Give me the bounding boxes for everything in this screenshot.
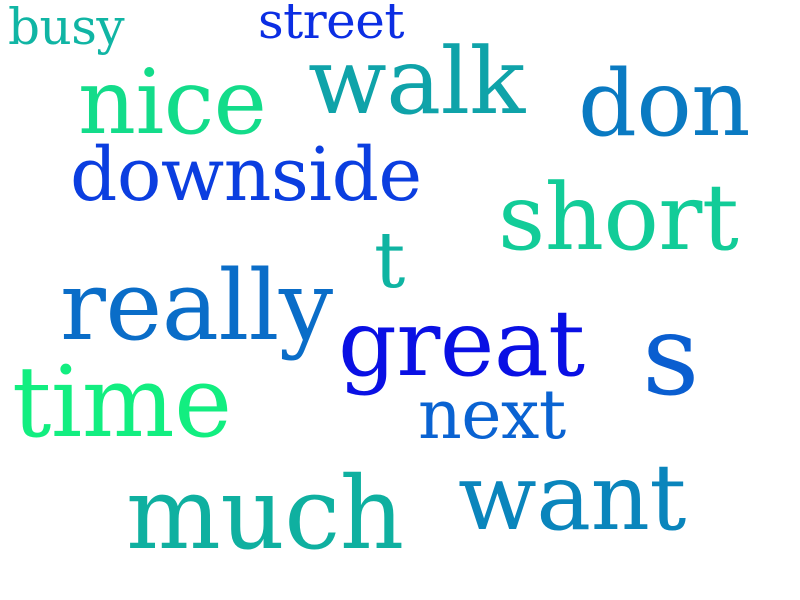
- word-nice: nice: [78, 50, 267, 155]
- word-don: don: [578, 50, 751, 157]
- word-walk: walk: [308, 28, 525, 135]
- word-busy: busy: [8, 0, 125, 56]
- word-t: t: [374, 216, 405, 306]
- word-really: really: [60, 250, 333, 362]
- word-s: s: [642, 291, 699, 421]
- word-next: next: [418, 376, 566, 455]
- word-want: want: [458, 444, 686, 551]
- word-short: short: [498, 164, 739, 271]
- word-downside: downside: [70, 132, 422, 218]
- word-much: much: [126, 455, 404, 572]
- word-street: street: [258, 0, 404, 50]
- word-great: great: [338, 290, 585, 397]
- word-time: time: [12, 346, 232, 460]
